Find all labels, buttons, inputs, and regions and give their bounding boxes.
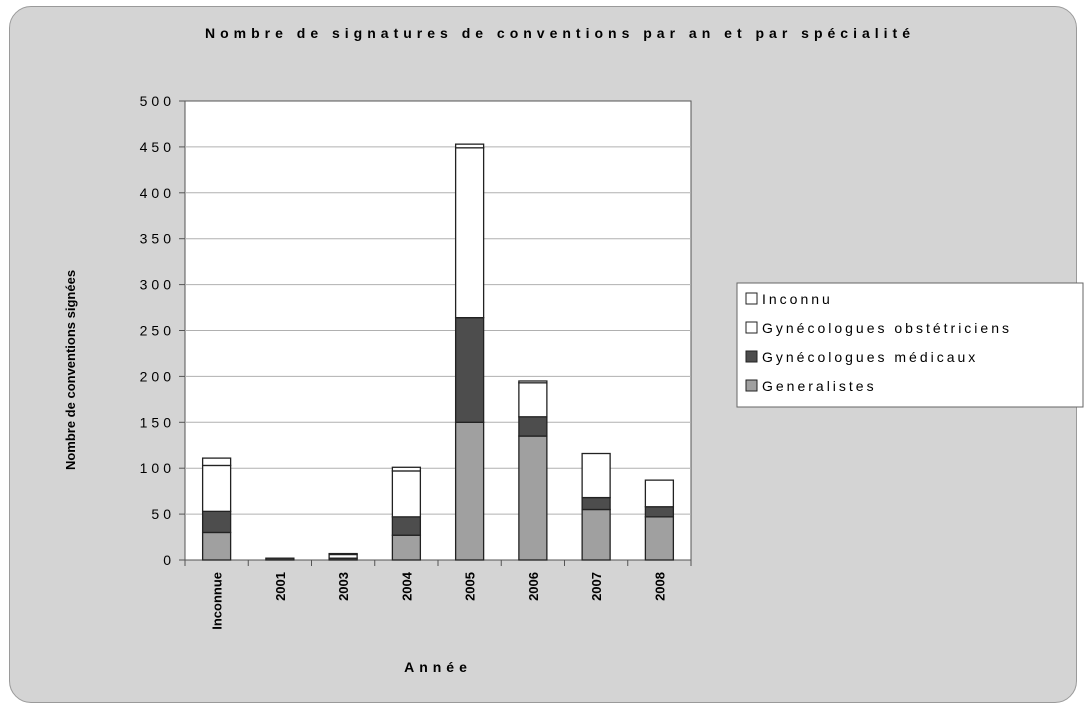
bar-segment bbox=[581, 496, 611, 511]
bar-segment bbox=[518, 435, 548, 561]
bar-segment bbox=[454, 316, 485, 423]
legend-swatch bbox=[745, 321, 758, 334]
bar-segment bbox=[265, 557, 295, 561]
x-axis-ticks: Inconnue 2001 2003 2004 2005 2006 2007 2008 bbox=[184, 560, 692, 630]
x-tick-label: 2004 bbox=[399, 571, 414, 601]
legend-swatch bbox=[745, 350, 758, 363]
x-tick-label: 2001 bbox=[273, 572, 288, 601]
x-tick-label: 2003 bbox=[336, 572, 351, 601]
bar-segment bbox=[454, 147, 485, 319]
bar-segment bbox=[454, 421, 485, 561]
y-tick-label: 500 bbox=[140, 93, 175, 109]
y-tick-label: 100 bbox=[140, 460, 175, 476]
y-tick-label: 400 bbox=[140, 185, 175, 201]
y-tick-label: 50 bbox=[151, 506, 175, 522]
bar-segment bbox=[328, 552, 358, 556]
x-tick-label: 2006 bbox=[526, 572, 541, 601]
bar-segment bbox=[391, 466, 422, 472]
y-tick-label: 450 bbox=[140, 139, 175, 155]
legend-label: Gynécologues obstétriciens bbox=[762, 320, 1012, 336]
x-tick-label: Inconnue bbox=[210, 572, 225, 630]
y-tick-label: 0 bbox=[163, 552, 175, 568]
bar-segment bbox=[201, 510, 232, 534]
bar-segment bbox=[518, 380, 548, 384]
bar-segment bbox=[644, 479, 675, 508]
bar-segment bbox=[518, 416, 548, 437]
legend-box bbox=[736, 282, 1084, 408]
x-axis-label: Année bbox=[404, 659, 472, 675]
x-tick-label: 2008 bbox=[652, 572, 667, 601]
bar-segment bbox=[581, 508, 611, 561]
bar-segment bbox=[644, 506, 675, 518]
legend-label: Gynécologues médicaux bbox=[762, 349, 978, 365]
x-tick-label: 2007 bbox=[589, 572, 604, 601]
legend-label: Inconnu bbox=[762, 291, 833, 307]
y-tick-label: 200 bbox=[140, 368, 175, 384]
legend: Inconnu Gynécologues obstétriciens Gynécol… bbox=[736, 282, 1084, 408]
bar-segment bbox=[391, 534, 422, 561]
y-axis-ticks: 0 50 100 150 200 250 300 350 400 450 500 bbox=[140, 93, 185, 568]
chart-title: Nombre de signatures de conventions par … bbox=[205, 25, 915, 41]
bars bbox=[201, 143, 675, 561]
legend-label: Generalistes bbox=[762, 378, 877, 394]
bar-segment bbox=[391, 470, 422, 518]
legend-swatch bbox=[745, 292, 758, 305]
y-axis-label: Nombre de conventions signées bbox=[63, 270, 78, 470]
bar-segment bbox=[201, 457, 232, 467]
x-tick-label: 2005 bbox=[463, 572, 478, 601]
bar-segment bbox=[644, 516, 675, 561]
y-tick-label: 350 bbox=[140, 231, 175, 247]
bar-segment bbox=[391, 516, 422, 536]
bar-segment bbox=[201, 531, 232, 561]
legend-swatch bbox=[745, 379, 758, 392]
bar-segment bbox=[518, 382, 548, 418]
y-tick-label: 250 bbox=[140, 323, 175, 339]
bar-segment bbox=[581, 452, 611, 499]
y-tick-label: 150 bbox=[140, 414, 175, 430]
bar-segment bbox=[454, 143, 485, 149]
bar-segment bbox=[201, 464, 232, 512]
y-tick-label: 300 bbox=[140, 277, 175, 293]
gridlines bbox=[185, 146, 691, 515]
